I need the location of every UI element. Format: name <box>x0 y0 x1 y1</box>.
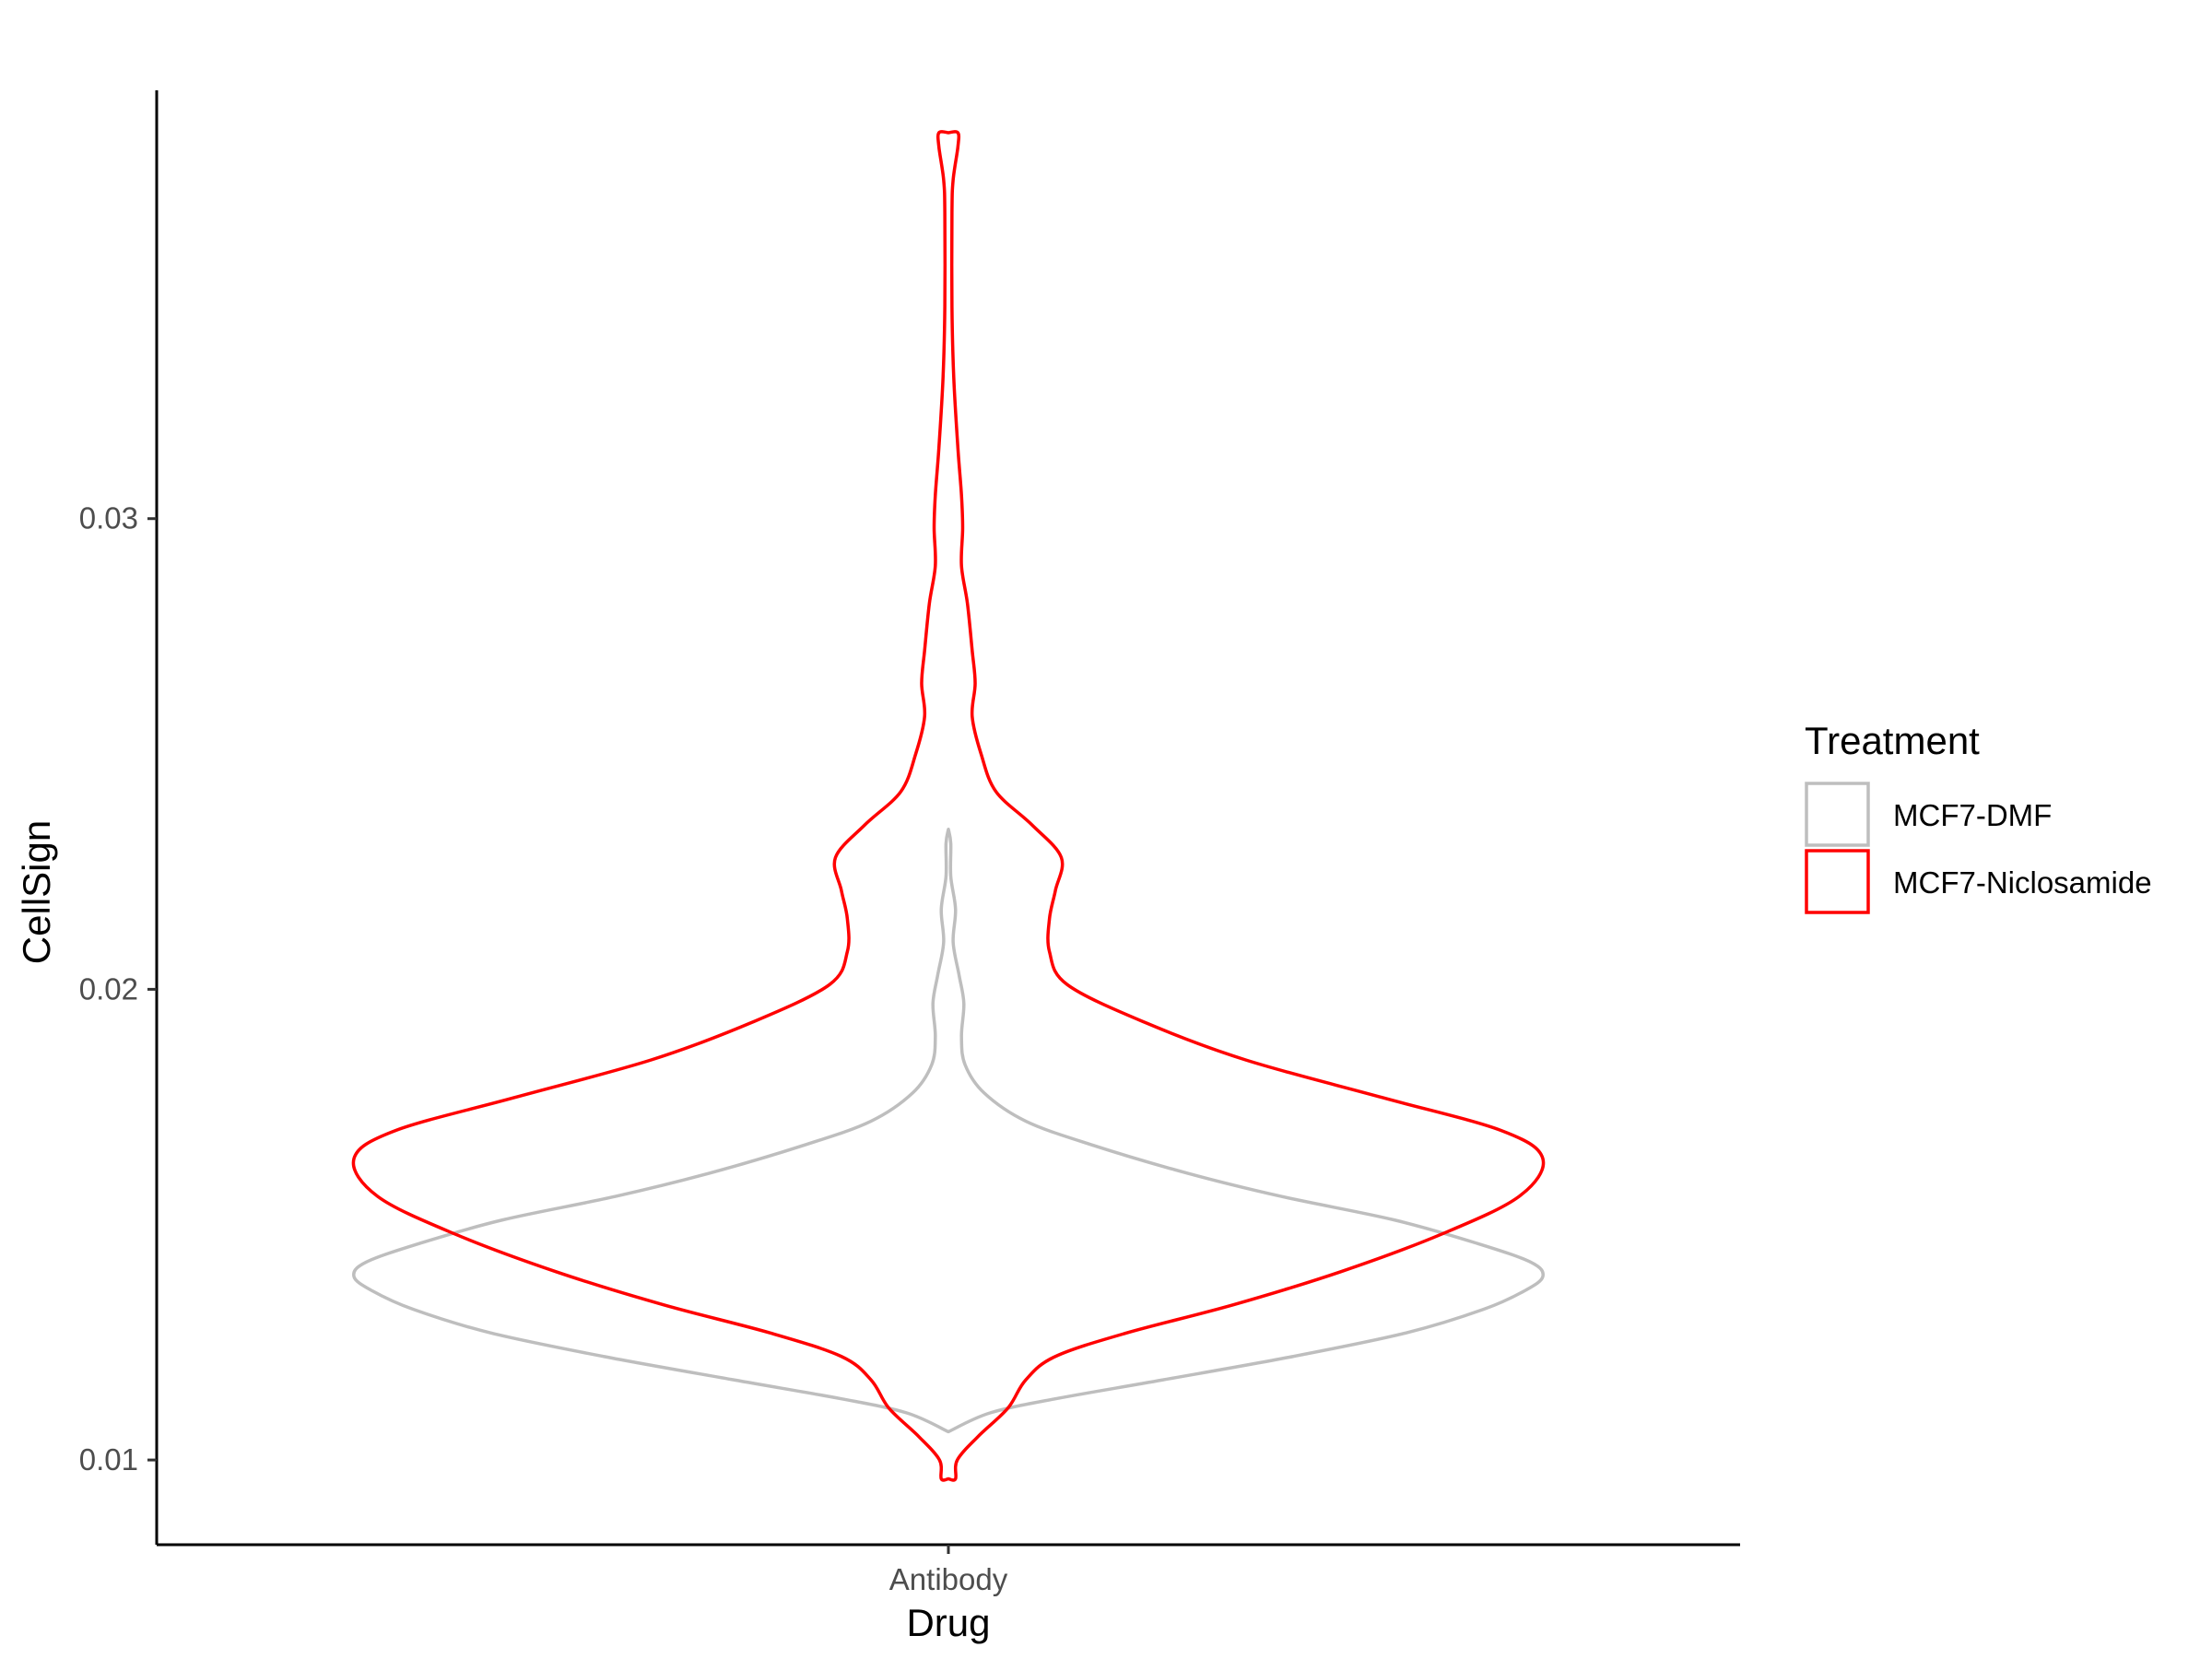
legend-key-swatch <box>1805 782 1870 847</box>
y-axis-ticks: 0.01 0.02 0.03 <box>79 501 157 1477</box>
y-tick-label: 0.02 <box>79 971 138 1006</box>
legend-key-label: MCF7-Niclosamide <box>1893 865 2152 900</box>
plot-area: 0.01 0.02 0.03 Antibody <box>79 90 1740 1596</box>
legend-key-label: MCF7-DMF <box>1893 798 2052 832</box>
x-axis-ticks: Antibody <box>889 1545 1008 1596</box>
y-tick-label: 0.01 <box>79 1442 138 1477</box>
violins <box>351 130 1546 1482</box>
x-axis-title: Drug <box>906 1601 990 1644</box>
legend-items: MCF7-DMF MCF7-Niclosamide <box>1805 782 2152 914</box>
violin-mcf7-dmf <box>352 828 1545 1434</box>
y-axis-title: CellSign <box>15 820 58 964</box>
y-tick-label: 0.03 <box>79 501 138 535</box>
x-tick-label: Antibody <box>889 1562 1008 1596</box>
violin-mcf7-niclosamide <box>351 130 1546 1482</box>
legend-title: Treatment <box>1805 719 1980 762</box>
legend-key-swatch <box>1805 849 1870 914</box>
legend: Treatment MCF7-DMF MCF7-Niclosamide <box>1805 719 2152 914</box>
